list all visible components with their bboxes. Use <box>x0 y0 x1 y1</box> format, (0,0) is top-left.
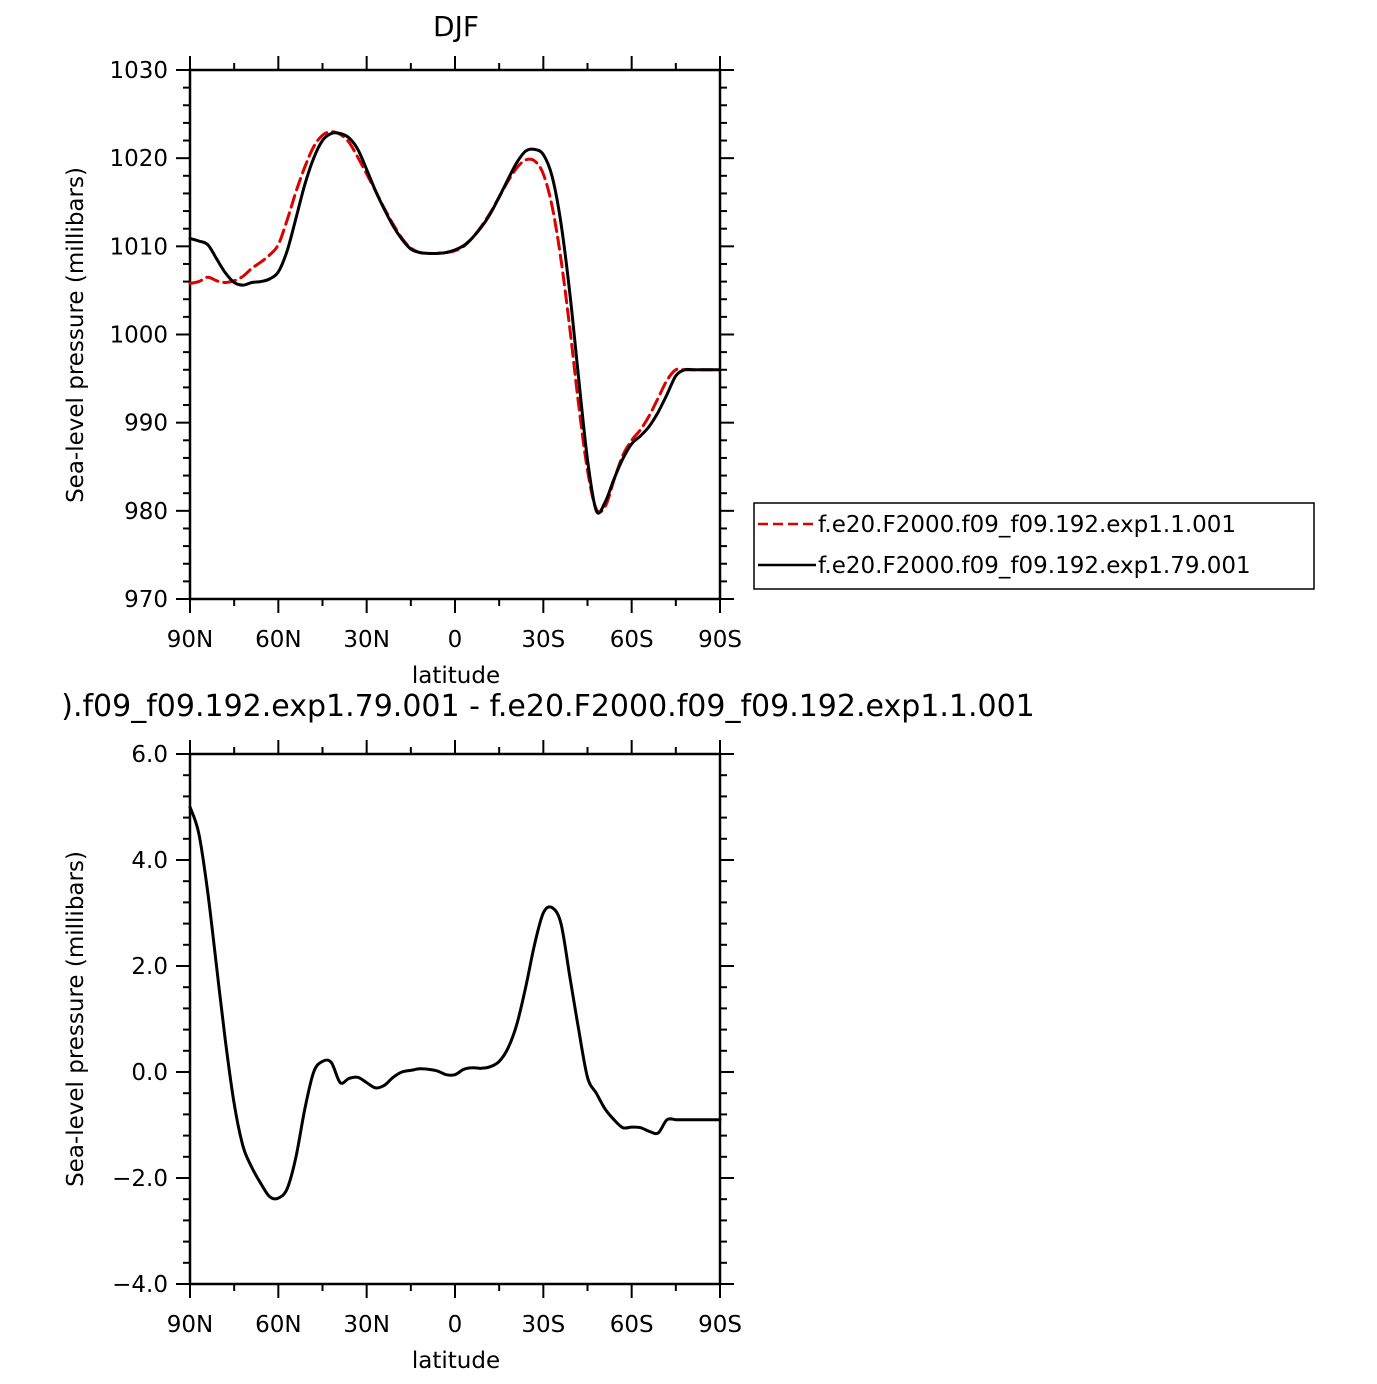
bottom-panel-title: ).f09_f09.192.exp1.79.001 - f.e20.F2000.… <box>61 689 1035 724</box>
top-y-tick-label: 1010 <box>109 234 168 260</box>
top-series-line-1 <box>188 130 722 514</box>
bottom-x-axis-label: latitude <box>412 1348 500 1374</box>
bottom-y-tick-label: −4.0 <box>112 1272 168 1298</box>
bottom-x-tick-label: 60S <box>610 1312 654 1338</box>
top-plot-frame <box>188 68 722 601</box>
top-y-ticks: 1030 1020 1010 1000 990 980 970 <box>109 58 734 613</box>
top-y-tick-label: 1030 <box>109 58 168 84</box>
top-y-tick-label: 990 <box>124 411 168 437</box>
top-y-axis-label: Sea-level pressure (millibars) <box>63 167 89 503</box>
top-x-axis-label: latitude <box>412 663 500 689</box>
top-x-tick-label: 0 <box>448 627 463 653</box>
top-y-tick-label: 1020 <box>109 146 168 172</box>
top-x-tick-label: 60N <box>255 627 301 653</box>
legend-label-series-2: f.e20.F2000.f09_f09.192.exp1.79.001 <box>818 553 1251 579</box>
bottom-y-tick-label: 0.0 <box>131 1060 168 1086</box>
bottom-panel: ).f09_f09.192.exp1.79.001 - f.e20.F2000.… <box>61 689 1035 1374</box>
top-x-ticks: 90N 60N 30N 0 30S 60S 90S <box>167 56 742 653</box>
bottom-y-axis-label: Sea-level pressure (millibars) <box>63 851 89 1187</box>
legend-label-series-1: f.e20.F2000.f09_f09.192.exp1.1.001 <box>818 512 1236 538</box>
top-x-tick-label: 30S <box>521 627 565 653</box>
bottom-series-line-1 <box>188 805 722 1201</box>
top-y-tick-label: 980 <box>124 499 168 525</box>
bottom-x-tick-label: 60N <box>255 1312 301 1338</box>
bottom-y-tick-label: 6.0 <box>131 742 168 768</box>
bottom-y-tick-label: −2.0 <box>112 1166 168 1192</box>
legend-box <box>753 502 1315 590</box>
bottom-y-ticks: 6.0 4.0 2.0 0.0 −2.0 −4.0 <box>112 742 734 1298</box>
bottom-series-group <box>188 805 722 1201</box>
top-x-tick-label: 90N <box>167 627 213 653</box>
bottom-plot-frame <box>188 752 722 1286</box>
top-y-tick-label: 970 <box>124 587 168 613</box>
bottom-x-tick-label: 90N <box>167 1312 213 1338</box>
top-x-tick-label: 30N <box>343 627 389 653</box>
top-series-group <box>188 130 722 515</box>
bottom-x-tick-label: 90S <box>698 1312 742 1338</box>
top-y-tick-label: 1000 <box>109 323 168 349</box>
top-x-tick-label: 90S <box>698 627 742 653</box>
top-x-tick-label: 60S <box>610 627 654 653</box>
bottom-y-tick-label: 4.0 <box>131 848 168 874</box>
bottom-x-tick-label: 0 <box>448 1312 463 1338</box>
bottom-y-tick-label: 2.0 <box>131 954 168 980</box>
legend: f.e20.F2000.f09_f09.192.exp1.1.001 f.e20… <box>753 502 1315 590</box>
bottom-x-tick-label: 30N <box>343 1312 389 1338</box>
top-panel-title: DJF <box>433 10 479 43</box>
bottom-x-tick-label: 30S <box>521 1312 565 1338</box>
top-panel: DJF 1030 1020 1010 1000 990 980 970 90N 60N 30N 0… <box>63 10 742 689</box>
top-series-line-2 <box>188 131 722 515</box>
bottom-x-ticks: 90N 60N 30N 0 30S 60S 90S <box>167 740 742 1338</box>
